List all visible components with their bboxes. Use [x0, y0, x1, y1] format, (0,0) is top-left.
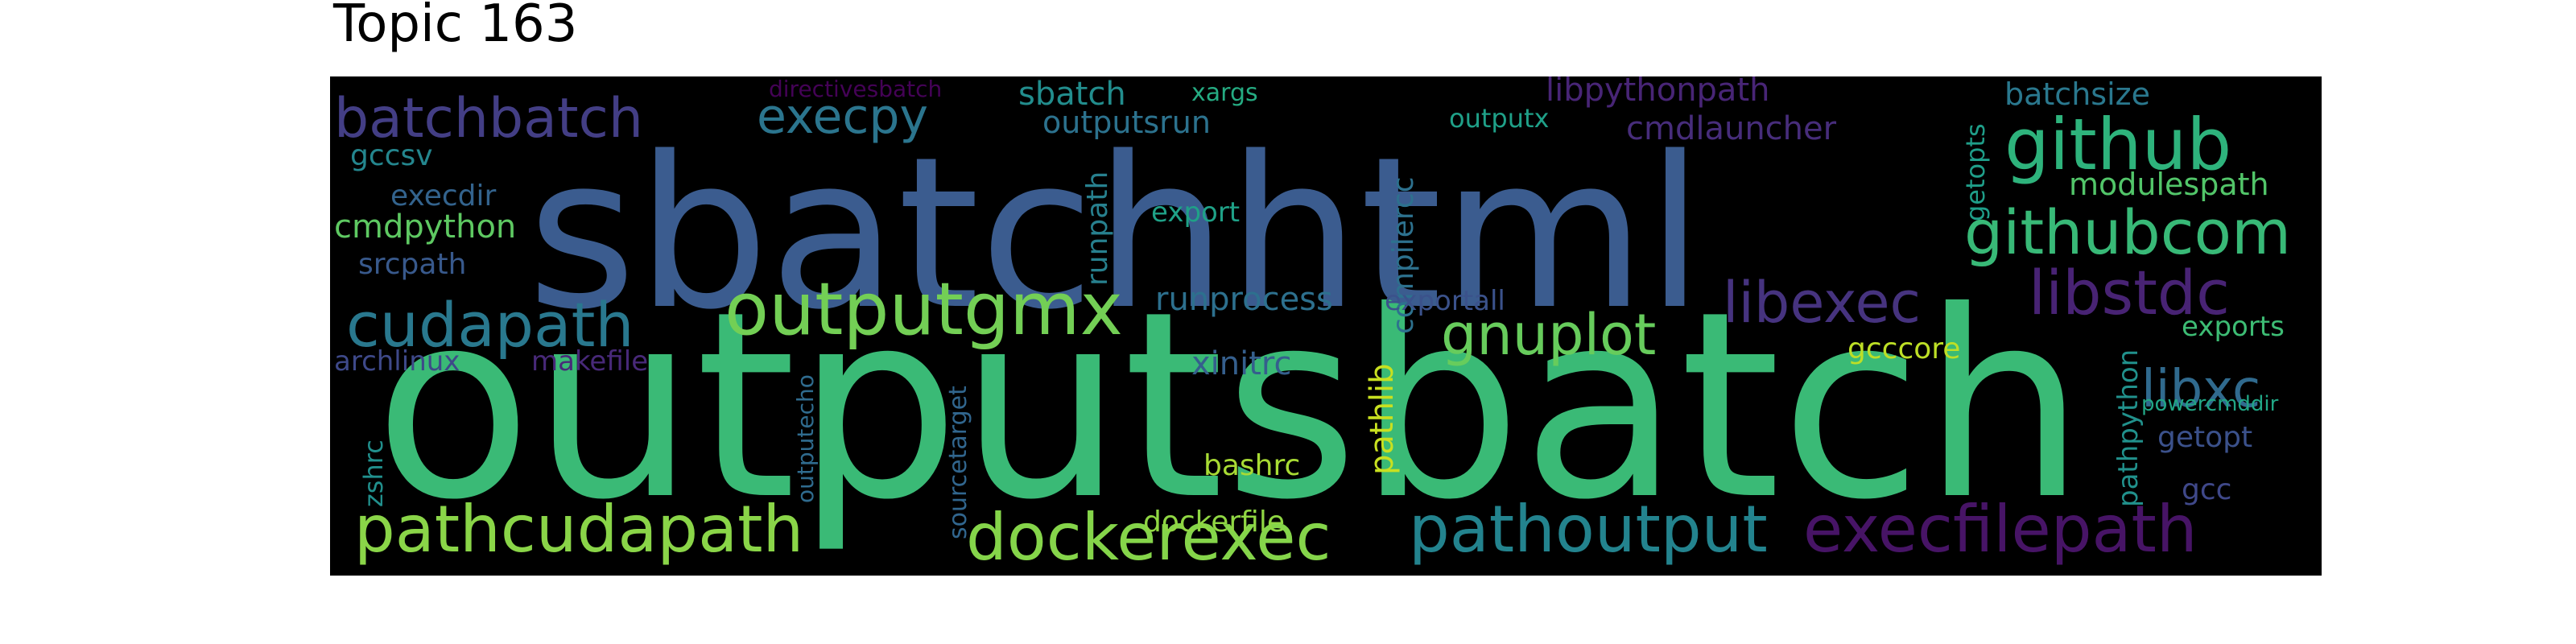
- word-pathoutput: pathoutput: [1409, 492, 1768, 567]
- word-outputgmx: outputgmx: [724, 267, 1123, 352]
- word-libexec: libexec: [1723, 270, 1921, 336]
- word-export: export: [1151, 196, 1240, 229]
- word-xinitrc: xinitrc: [1191, 345, 1292, 382]
- word-dockerfile: dockerfile: [1143, 506, 1285, 539]
- word-outputx: outputx: [1449, 103, 1549, 134]
- word-runpath: runpath: [1081, 171, 1114, 286]
- word-sourcetarget: sourcetarget: [944, 386, 972, 539]
- word-gccsv: gccsv: [350, 139, 433, 172]
- word-outputsrun: outputsrun: [1042, 105, 1211, 140]
- word-zshrc: zshrc: [358, 440, 389, 507]
- word-powercmddir: powercmddir: [2141, 392, 2279, 416]
- word-directivesbatch: directivesbatch: [769, 76, 942, 102]
- word-pathlib: pathlib: [1364, 363, 1401, 475]
- word-sbatchhtml: sbatchhtml: [527, 113, 1704, 356]
- word-libpythonpath: libpythonpath: [1546, 76, 1769, 109]
- word-github: github: [2004, 103, 2231, 186]
- word-makefile: makefile: [531, 345, 648, 378]
- word-batchsize: batchsize: [2004, 76, 2150, 112]
- word-cmdlauncher: cmdlauncher: [1626, 110, 1837, 147]
- word-getopts: getopts: [1960, 123, 1991, 221]
- word-gcccore: gcccore: [1847, 332, 1960, 365]
- word-gcc: gcc: [2182, 473, 2231, 506]
- word-compilercc: compilercc: [1387, 177, 1420, 335]
- word-githubcom: githubcom: [1964, 196, 2291, 268]
- word-outputsbatch: outputsbatch: [374, 257, 2086, 556]
- word-sbatch: sbatch: [1018, 76, 1126, 113]
- word-getopt: getopt: [2157, 421, 2252, 454]
- word-bashrc: bashrc: [1203, 449, 1300, 482]
- word-cloud: outputsbatch sbatchhtml outputgmx docker…: [330, 76, 2322, 576]
- word-runprocess: runprocess: [1155, 281, 1333, 318]
- word-cudapath: cudapath: [346, 289, 634, 361]
- word-outputecho: outputecho: [792, 374, 819, 503]
- word-srcpath: srcpath: [358, 248, 466, 281]
- word-exports: exports: [2182, 311, 2285, 343]
- word-batchbatch: batchbatch: [334, 87, 643, 151]
- word-archlinux: archlinux: [334, 345, 460, 378]
- word-cloud-canvas: outputsbatch sbatchhtml outputgmx docker…: [334, 76, 2291, 575]
- word-execfilepath: execfilepath: [1803, 492, 2198, 567]
- word-pathpython: pathpython: [2112, 349, 2145, 507]
- word-dockerexec: dockerexec: [966, 500, 1331, 575]
- word-gnuplot: gnuplot: [1441, 302, 1656, 368]
- word-exportall: exportall: [1385, 285, 1505, 317]
- word-xargs: xargs: [1191, 79, 1258, 107]
- word-cmdpython: cmdpython: [334, 208, 516, 246]
- word-pathcudapath: pathcudapath: [354, 492, 803, 567]
- word-execdir: execdir: [390, 180, 497, 213]
- word-libstdc: libstdc: [2029, 257, 2230, 328]
- word-execpy: execpy: [757, 89, 928, 145]
- figure-title: Topic 163: [333, 0, 578, 54]
- word-libxc: libxc: [2141, 360, 2260, 419]
- word-modulespath: modulespath: [2069, 167, 2269, 202]
